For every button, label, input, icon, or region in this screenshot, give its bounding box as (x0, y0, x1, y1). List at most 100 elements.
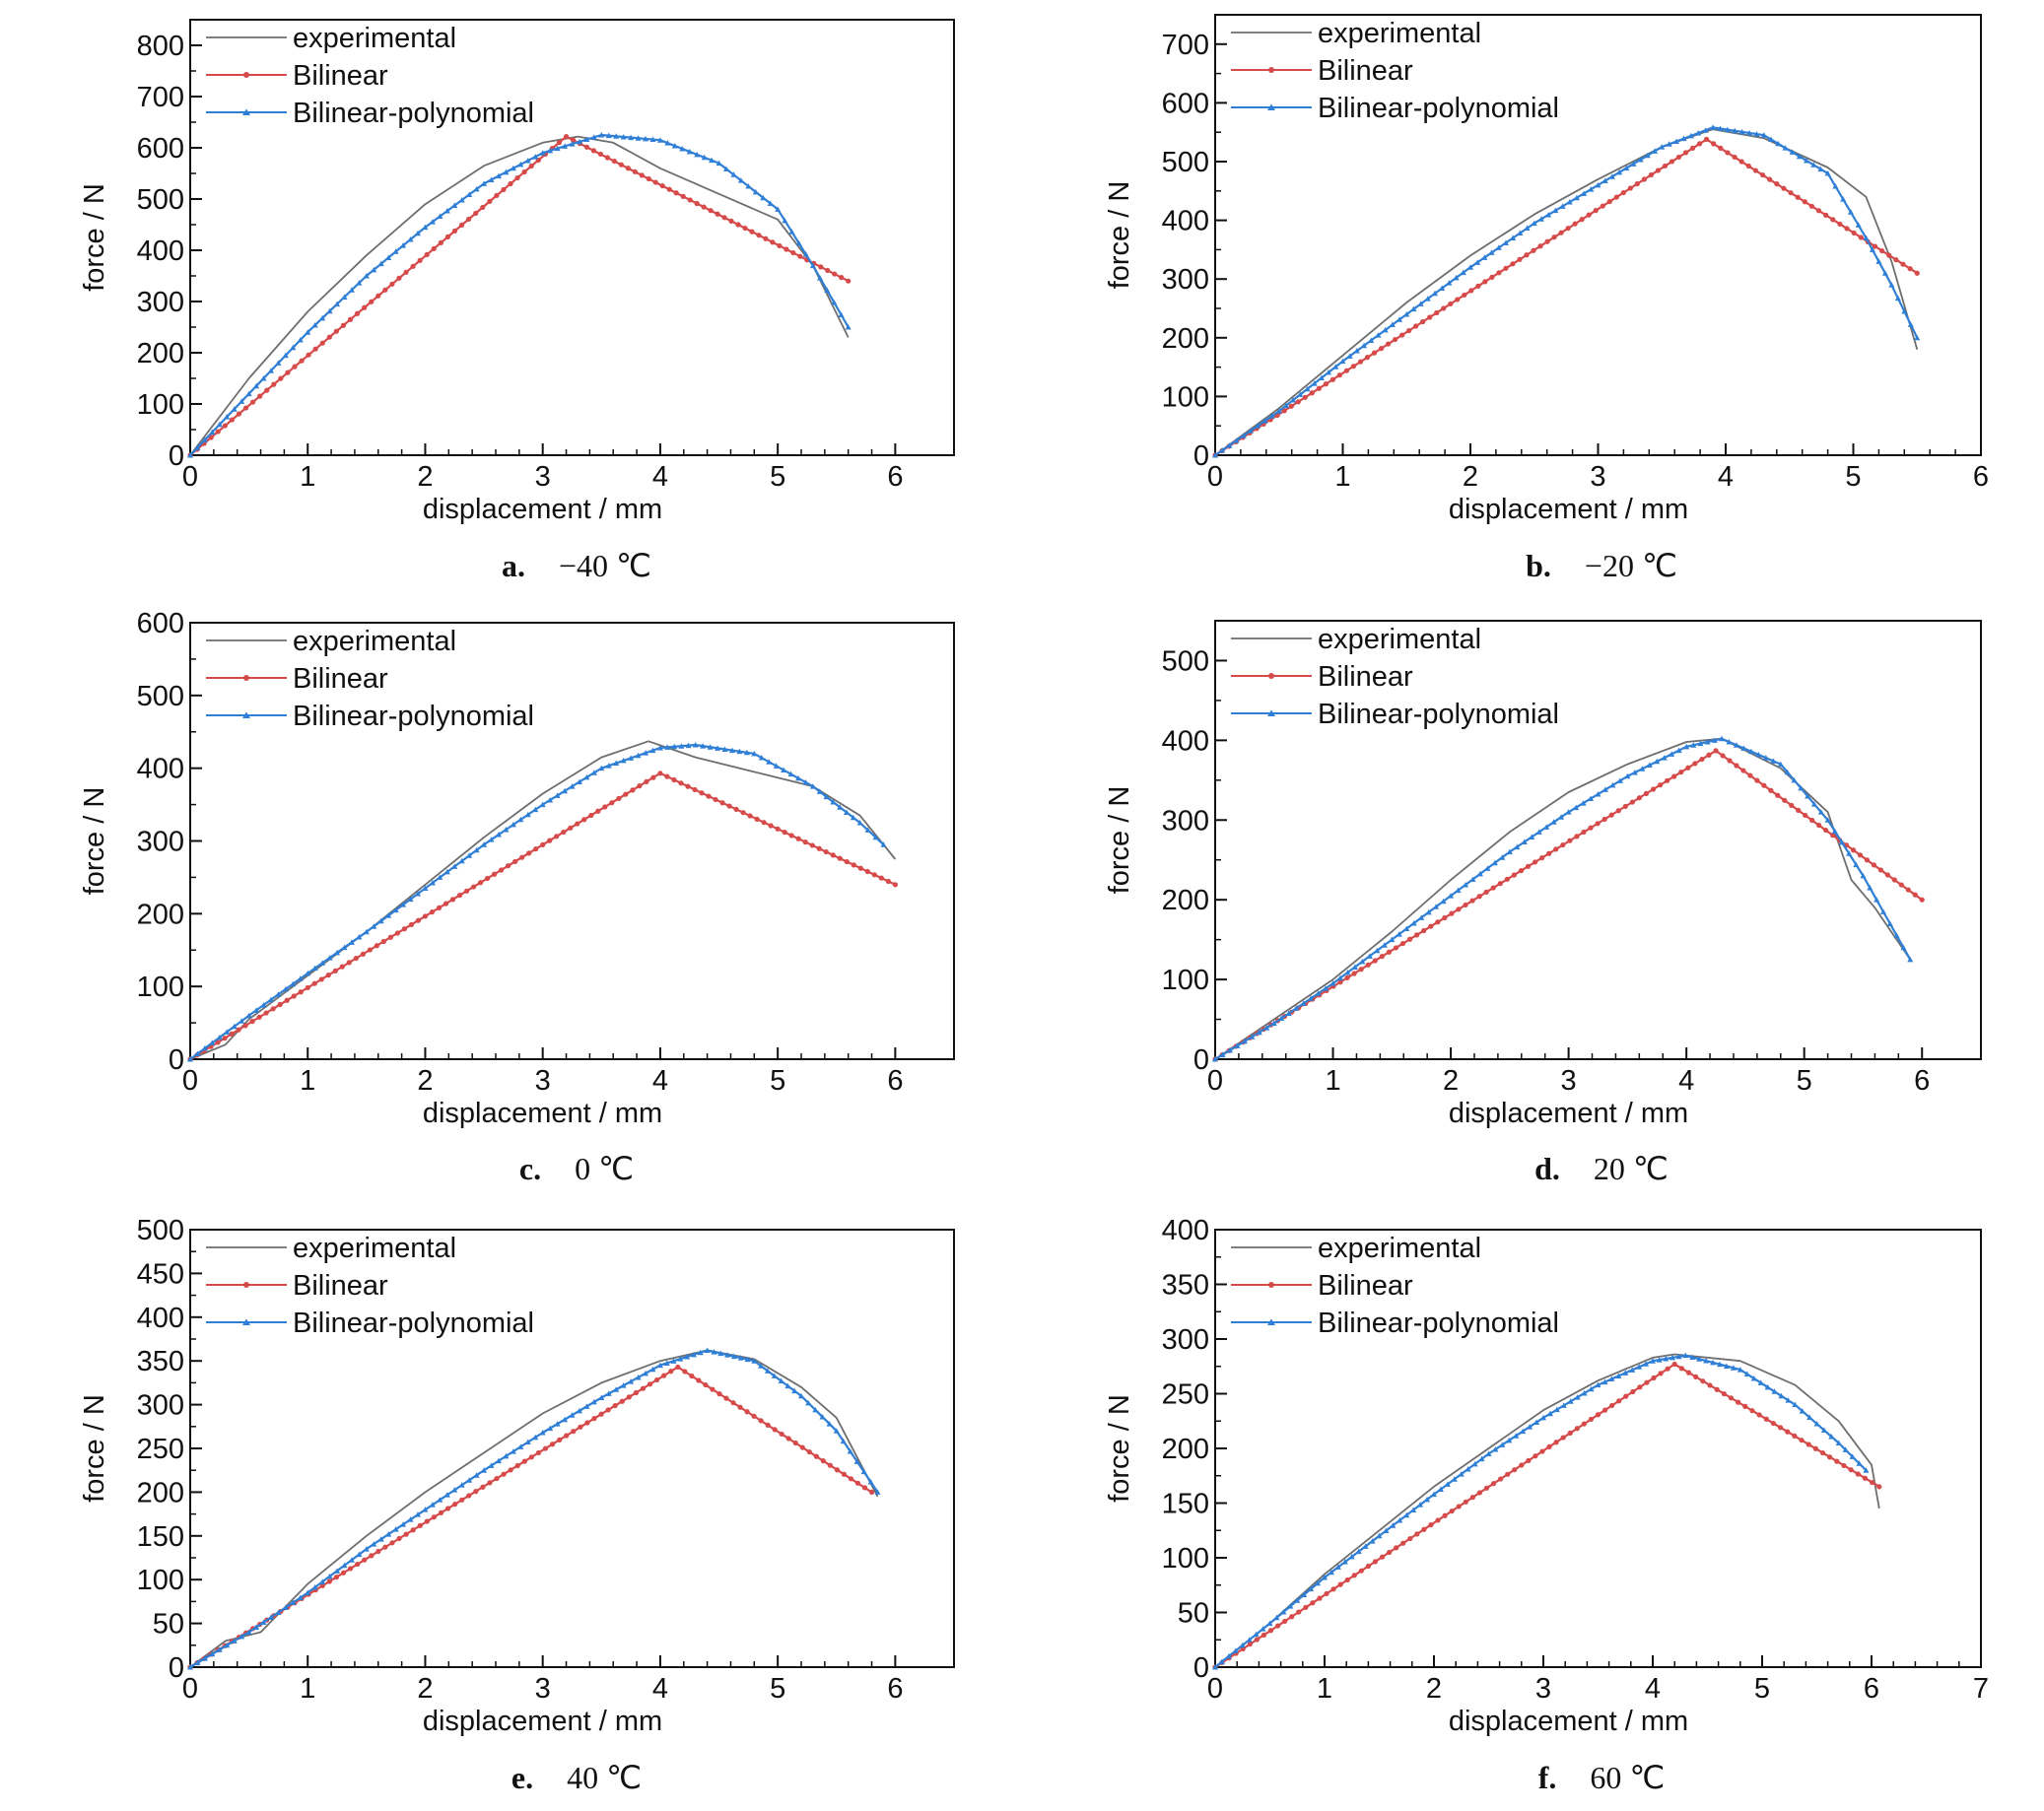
bilinear-point (1490, 885, 1496, 891)
y-tick-label: 0 (1193, 1044, 1209, 1076)
bilinear-point (721, 215, 727, 221)
bilinear-point (1392, 336, 1398, 343)
bilinear-point (1795, 194, 1801, 200)
bilinear-polynomial-point (1375, 332, 1382, 338)
bilinear-point (708, 208, 714, 214)
bilinear-point (521, 168, 527, 175)
bilinear-polynomial-point (1608, 1375, 1615, 1382)
bilinear-polynomial-point (1656, 1357, 1663, 1363)
bilinear-polynomial-point (275, 1609, 282, 1615)
bilinear-point (466, 216, 472, 223)
bilinear-polynomial-point (1894, 295, 1901, 302)
bilinear-polynomial-point (1268, 413, 1275, 419)
bilinear-polynomial-point (671, 143, 678, 149)
bilinear-polynomial-point (326, 307, 333, 314)
bilinear-polynomial-point (392, 906, 399, 913)
bilinear-polynomial-point (400, 1521, 407, 1527)
bilinear-polynomial-point (649, 1366, 656, 1373)
bilinear-point (1857, 852, 1864, 858)
bilinear-polynomial-point (187, 452, 193, 458)
bilinear-point (733, 806, 739, 812)
bilinear-polynomial-point (737, 177, 744, 183)
bilinear-polynomial-point (628, 755, 635, 761)
bilinear-point (284, 997, 290, 1003)
bilinear-point (1435, 919, 1441, 925)
bilinear-point (1848, 1467, 1854, 1473)
bilinear-polynomial-point (758, 755, 765, 761)
bilinear-point (422, 913, 429, 919)
bilinear-point (1344, 1576, 1350, 1583)
bilinear-point (443, 901, 449, 906)
bilinear-point (784, 246, 789, 252)
bilinear-point (723, 1395, 729, 1401)
bilinear-point (747, 813, 753, 819)
bilinear-point (374, 943, 379, 949)
y-tick-label: 100 (137, 389, 184, 421)
bilinear-point (1260, 1632, 1267, 1638)
bilinear-point (1754, 777, 1760, 783)
bilinear-point (1296, 1609, 1302, 1615)
bilinear-polynomial-point (744, 1356, 751, 1363)
bilinear-point (1420, 318, 1426, 325)
x-tick-label: 0 (1207, 1065, 1223, 1097)
bilinear-polynomial-point (824, 287, 831, 294)
bilinear-point (1893, 257, 1899, 263)
x-tick-label: 6 (1914, 1065, 1930, 1097)
bilinear-polynomial-point (1424, 296, 1431, 302)
bilinear-point (222, 423, 228, 429)
bilinear-polynomial-point (809, 262, 816, 269)
bilinear-point (1696, 141, 1703, 147)
bilinear-polynomial-point (1817, 809, 1824, 815)
y-tick-label: 400 (137, 754, 184, 785)
y-tick-label: 200 (137, 1477, 184, 1509)
bilinear-polynomial-point (1673, 138, 1680, 144)
bilinear-polynomial-point (1867, 885, 1874, 891)
bilinear-polynomial-point (216, 421, 223, 428)
bilinear-point (1740, 768, 1746, 773)
bilinear-polynomial-point (1282, 402, 1289, 409)
bilinear-point (1657, 782, 1664, 788)
bilinear-point (1372, 1559, 1379, 1565)
bilinear-polynomial-point (1361, 342, 1368, 349)
bilinear-polynomial-point (847, 1447, 853, 1454)
bilinear-point (1613, 194, 1619, 200)
bilinear-point (1463, 902, 1468, 908)
bilinear-polynomial-point (864, 827, 871, 833)
y-tick-label: 250 (1162, 1379, 1209, 1411)
y-tick-label: 500 (1162, 645, 1209, 677)
bilinear-polynomial-point (867, 1479, 874, 1485)
bilinear-point (1756, 1412, 1762, 1418)
bilinear-point (1394, 1545, 1399, 1551)
bilinear-polynomial-point (1344, 970, 1351, 975)
bilinear-point (508, 180, 513, 187)
bilinear-point (487, 198, 493, 205)
bilinear-point (1609, 1402, 1615, 1409)
bilinear-point (1781, 185, 1787, 191)
bilinear-polynomial-point (1311, 380, 1318, 386)
bilinear-point (332, 968, 338, 973)
bilinear-point (1558, 230, 1564, 235)
bilinear-point (305, 984, 310, 991)
bilinear-point (512, 858, 518, 865)
bilinear-polynomial-point (260, 1619, 267, 1625)
y-axis-label: force / N (1104, 181, 1135, 290)
bilinear-polynomial-point (1234, 1042, 1241, 1048)
bilinear-polynomial-point (1383, 1527, 1390, 1534)
bilinear-polynomial-point (1743, 1371, 1750, 1377)
bilinear-polynomial-point (856, 820, 863, 826)
bilinear-polynomial-point (1881, 270, 1888, 276)
bilinear-point (1620, 189, 1626, 196)
legend-label-bilinear-polynomial: Bilinear-polynomial (1318, 699, 1559, 730)
bilinear-polynomial-point (209, 429, 216, 436)
bilinear-point (1827, 1454, 1833, 1460)
bilinear-polynomial-point (407, 896, 414, 903)
bilinear-polynomial-point (823, 793, 830, 800)
bilinear-point (598, 1411, 604, 1417)
bilinear-point (1456, 1504, 1462, 1509)
bilinear-polynomial-point (1425, 908, 1432, 915)
bilinear-point (713, 796, 718, 803)
bilinear-point (1316, 385, 1322, 391)
bilinear-point (1532, 859, 1538, 865)
bilinear-point (1775, 792, 1781, 798)
